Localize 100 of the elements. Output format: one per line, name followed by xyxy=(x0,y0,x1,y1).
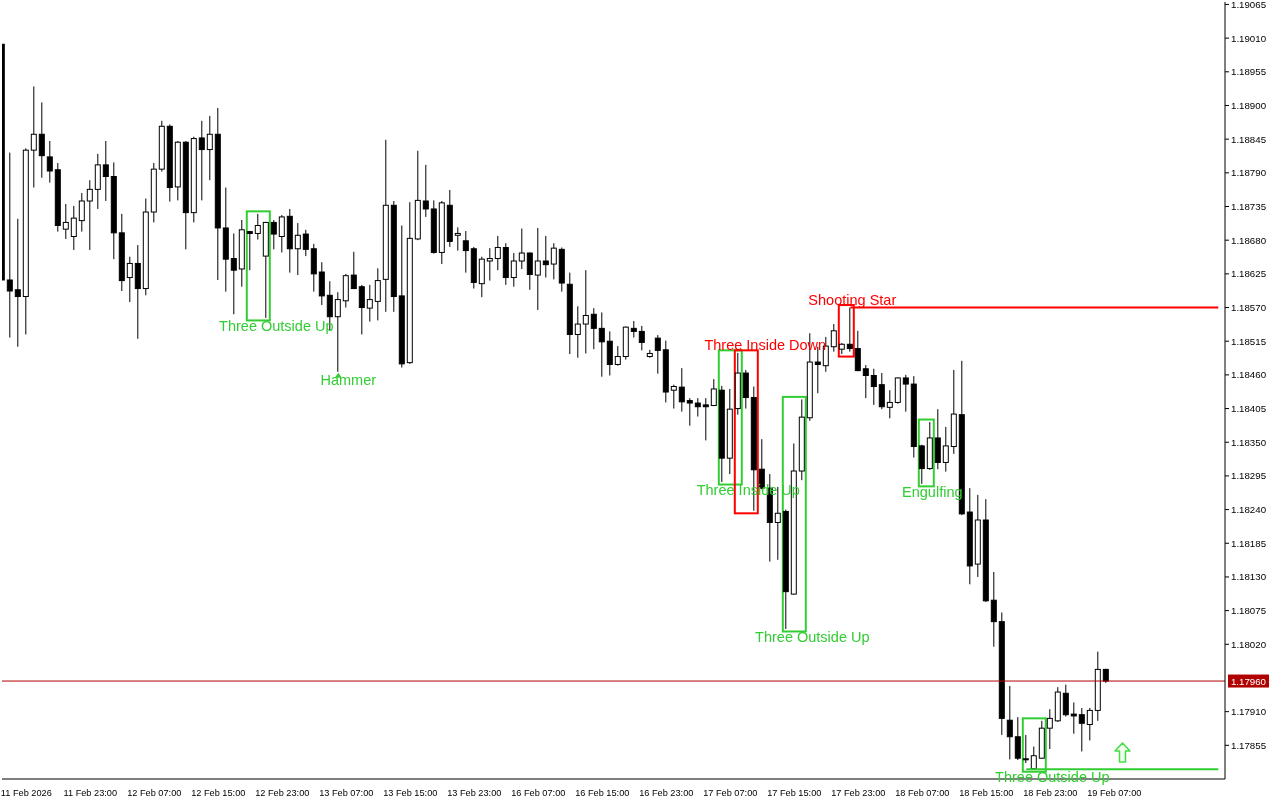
candlestick xyxy=(334,291,341,373)
candlestick xyxy=(710,378,717,407)
y-tick-label: 1.18075 xyxy=(1231,605,1267,617)
candlestick xyxy=(526,251,533,291)
candlestick xyxy=(518,228,525,270)
candlestick xyxy=(686,397,693,427)
y-tick-label: 1.18020 xyxy=(1231,638,1267,650)
y-tick-label: 1.17910 xyxy=(1231,706,1267,718)
candlestick xyxy=(422,164,429,218)
candlestick xyxy=(534,227,541,311)
x-tick-label: 13 Feb 07:00 xyxy=(319,787,374,798)
candlestick xyxy=(14,218,21,348)
candlestick xyxy=(454,226,461,252)
candlestick xyxy=(278,214,285,253)
candlestick xyxy=(582,269,589,354)
candlestick xyxy=(670,384,677,410)
candlestick xyxy=(126,256,133,303)
x-tick-label: 11 Feb 2026 xyxy=(0,787,52,798)
candlestick xyxy=(942,426,949,473)
y-tick-label: 1.18790 xyxy=(1231,167,1267,179)
candlestick xyxy=(1006,685,1013,760)
candlestick xyxy=(854,330,861,372)
candlestick xyxy=(574,305,581,359)
x-tick-label: 18 Feb 15:00 xyxy=(959,787,1014,798)
candlestick xyxy=(694,397,701,418)
candlestick xyxy=(598,311,605,378)
candlestick xyxy=(6,152,13,339)
candlestick xyxy=(486,247,493,282)
x-tick-label: 12 Feb 23:00 xyxy=(255,787,310,798)
candlestick xyxy=(1022,734,1029,764)
annotation: Shooting Star xyxy=(808,291,897,308)
y-tick-label: 1.18405 xyxy=(1231,403,1267,415)
y-tick-label: 1.18845 xyxy=(1231,133,1267,145)
candlestick xyxy=(902,374,909,413)
y-tick-label: 1.18570 xyxy=(1231,301,1267,313)
candlestick xyxy=(878,372,885,410)
y-tick-label: 1.19065 xyxy=(1231,0,1267,10)
y-tick-label: 1.18515 xyxy=(1231,335,1267,347)
y-tick-label: 1.17855 xyxy=(1231,739,1267,751)
candlestick xyxy=(102,140,109,202)
candlestick xyxy=(990,571,997,648)
candlestick xyxy=(62,203,69,240)
candlestick xyxy=(198,120,205,201)
x-tick-label: 18 Feb 07:00 xyxy=(895,787,950,798)
x-tick-label: 17 Feb 07:00 xyxy=(703,787,758,798)
annotation: Hammer xyxy=(320,371,377,388)
candlestick xyxy=(550,242,557,280)
y-tick-label: 1.18295 xyxy=(1231,470,1267,482)
candlestick xyxy=(1046,708,1053,750)
candlestick xyxy=(494,235,501,271)
candlestick xyxy=(654,334,661,375)
candlestick xyxy=(886,389,893,419)
candlestick xyxy=(254,213,261,241)
candlestick xyxy=(1062,684,1069,718)
candlestick xyxy=(1014,716,1021,761)
y-tick-label: 1.18240 xyxy=(1231,504,1267,516)
candlestick xyxy=(606,330,613,376)
candlestick xyxy=(246,230,253,271)
x-tick-label: 16 Feb 15:00 xyxy=(575,787,630,798)
x-tick-label: 12 Feb 15:00 xyxy=(191,787,246,798)
y-tick-label: 1.18900 xyxy=(1231,99,1267,111)
candlestick xyxy=(542,235,549,279)
candlestick xyxy=(1070,701,1077,735)
y-tick-label: 1.18130 xyxy=(1231,571,1267,583)
y-tick-label: 1.18350 xyxy=(1231,436,1267,448)
candlestick xyxy=(702,397,709,441)
x-tick-label: 11 Feb 23:00 xyxy=(63,787,118,798)
candlestick xyxy=(30,86,37,189)
x-tick-label: 17 Feb 23:00 xyxy=(831,787,886,798)
x-tick-label: 16 Feb 23:00 xyxy=(639,787,694,798)
y-tick-label: 1.18680 xyxy=(1231,234,1267,246)
x-tick-label: 17 Feb 15:00 xyxy=(767,787,822,798)
candlestick xyxy=(870,368,877,406)
y-tick-label: 1.18185 xyxy=(1231,537,1267,549)
y-tick-label: 1.18625 xyxy=(1231,268,1267,280)
y-tick-label: 1.18460 xyxy=(1231,369,1267,381)
candlestick xyxy=(1086,707,1093,741)
y-tick-label: 1.18735 xyxy=(1231,200,1267,212)
candlestick xyxy=(830,323,837,353)
candlestick xyxy=(350,251,357,290)
candlestick xyxy=(590,307,597,350)
candlestick xyxy=(846,307,853,353)
candlestick xyxy=(46,140,53,184)
candlestick xyxy=(510,252,517,288)
x-tick-label: 19 Feb 07:00 xyxy=(1087,787,1142,798)
candlestick xyxy=(638,325,645,351)
candlestick xyxy=(230,232,237,315)
y-tick-label: 1.18955 xyxy=(1231,66,1267,78)
candlestick xyxy=(462,230,469,274)
candlestick xyxy=(318,261,325,306)
x-tick-label: 13 Feb 23:00 xyxy=(447,787,502,798)
ref-line-label: 1.17960 xyxy=(1230,675,1267,687)
candlestick xyxy=(366,284,373,323)
candlestick xyxy=(678,367,685,413)
candlestick xyxy=(206,115,213,181)
candlestick xyxy=(302,229,309,257)
x-tick-label: 18 Feb 23:00 xyxy=(1023,787,1078,798)
candlestick xyxy=(358,284,365,335)
candlestick xyxy=(918,444,925,485)
candlestick xyxy=(86,179,93,251)
